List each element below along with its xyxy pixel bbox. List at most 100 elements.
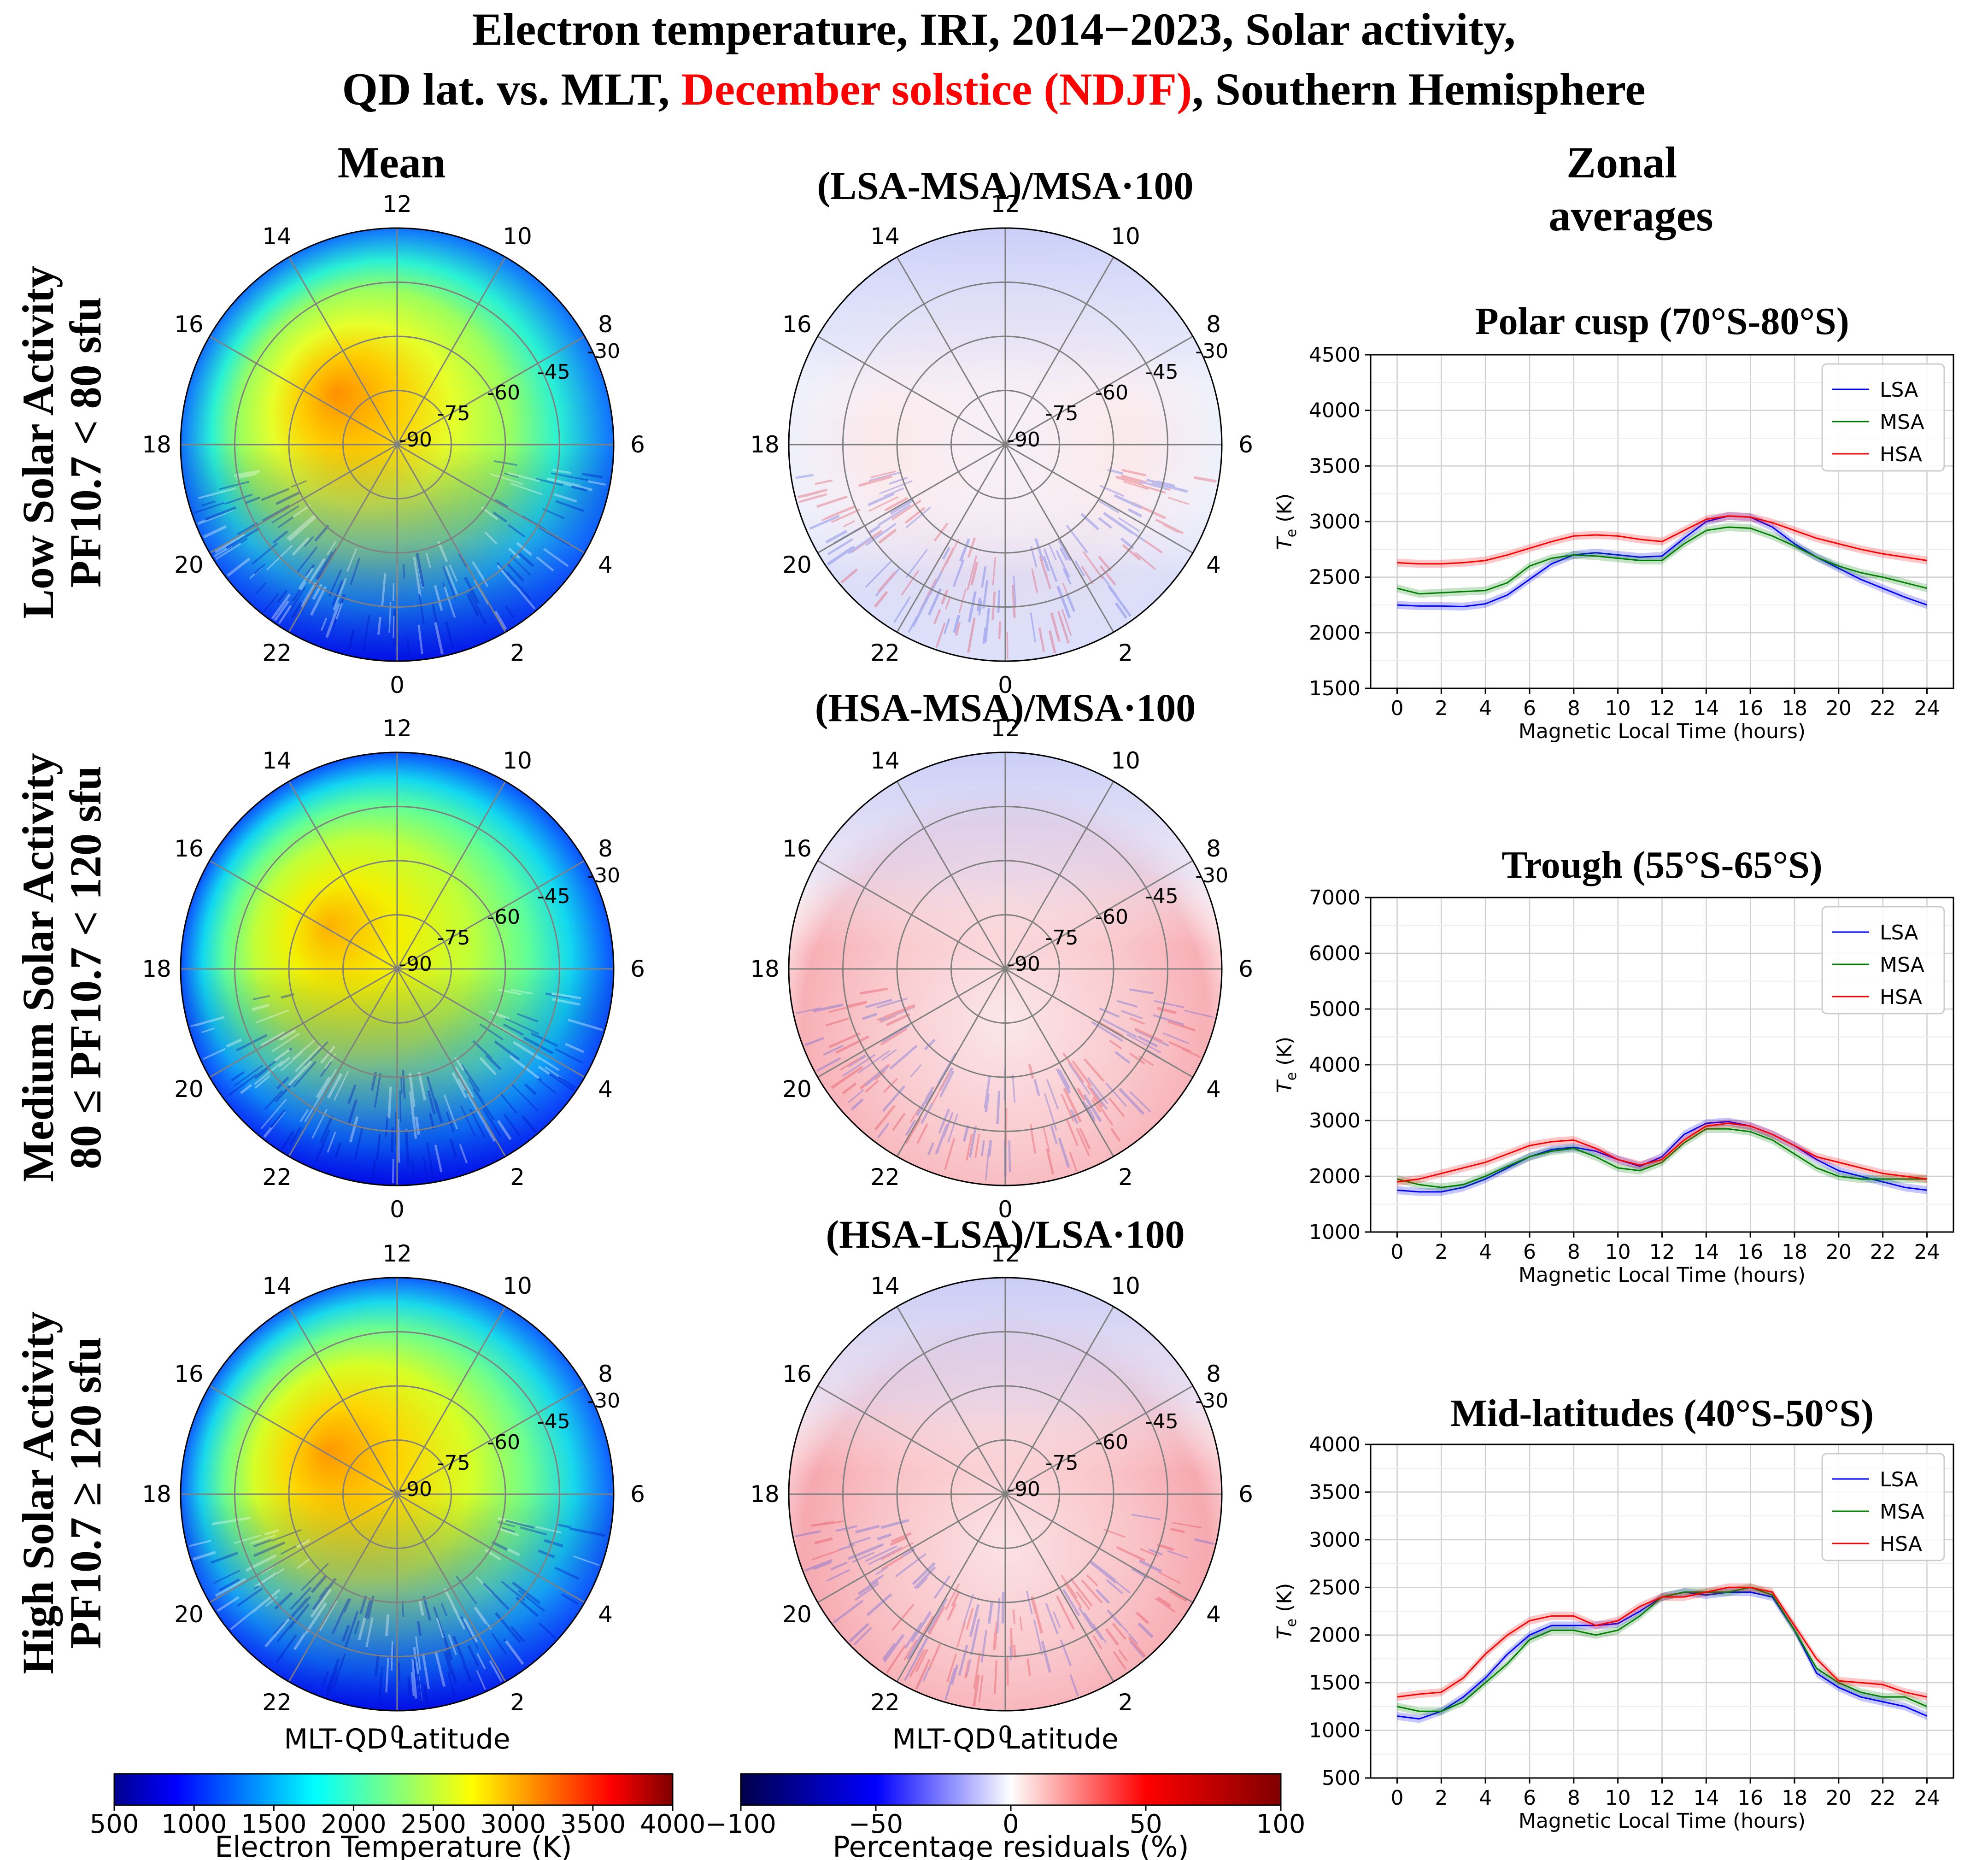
polar-mlt-label: 14 [262, 747, 292, 774]
zonal-average-charts: Polar cusp (70°S-80°S)0 2 4 6 8 10 12 14 16 18 20 2… [1273, 300, 1954, 1833]
series-line-hsa [1397, 515, 1927, 565]
polar-mlt-label: 6 [1238, 956, 1253, 982]
x-tick-label: 2 [1435, 1786, 1448, 1810]
polar-mlt-label: 12 [991, 191, 1020, 217]
y-tick-label: 2500 [1309, 1576, 1361, 1599]
x-tick-label: 0 [1391, 1240, 1404, 1264]
x-tick-label: 18 [1782, 697, 1807, 720]
polar-mlt-label: 0 [998, 1196, 1013, 1223]
polar-mlt-label: 0 [390, 672, 405, 698]
y-tick-label: 3000 [1309, 510, 1361, 534]
y-tick-label: 2000 [1309, 1165, 1361, 1188]
polar-lat-label: -60 [1095, 381, 1128, 405]
legend-label: MSA [1880, 411, 1924, 434]
polar-mlt-label: 14 [870, 223, 900, 250]
polar-mlt-label: 14 [870, 1273, 900, 1299]
chart-title: Polar cusp (70°S-80°S) [1475, 300, 1849, 343]
polar-mlt-label: 22 [262, 1164, 292, 1191]
x-tick-label: 4 [1479, 697, 1492, 720]
colorbar-tick-label: 50 [1129, 1809, 1162, 1839]
polar-mlt-label: 22 [262, 1689, 292, 1716]
title-line-1: Electron temperature, IRI, 2014−2023, So… [472, 4, 1515, 55]
x-tick-label: 6 [1523, 1240, 1536, 1264]
colorbar-temperature-ticks: 500 1000 1500 2000 2500 3000 3500 4000 [90, 1805, 705, 1839]
polar-mlt-label: 22 [870, 640, 900, 666]
polar-lat-label: -75 [437, 402, 470, 425]
polar-mlt-label: 6 [630, 956, 645, 982]
colorbar-residuals-label: Percentage residuals (%) [833, 1830, 1189, 1860]
legend-label: MSA [1880, 953, 1924, 977]
axes-frame [1370, 1443, 1954, 1779]
polar-mlt-label: 6 [630, 431, 645, 458]
polar-mlt-label: 4 [1206, 1601, 1221, 1628]
y-tick-label: 4000 [1309, 1053, 1361, 1077]
row-label-low-2: PF10.7 < 80 sfu [61, 297, 110, 588]
polar-mlt-label: 10 [503, 747, 532, 774]
polar-mlt-label: 12 [382, 715, 412, 742]
polar-lat-label: -75 [437, 926, 470, 950]
colorbar-temperature-bar [113, 1773, 674, 1806]
polar-mlt-label: 18 [142, 956, 171, 982]
polar-mlt-label: 20 [782, 1076, 812, 1103]
colorbar-residuals-ticks: −100 −50 0 50 100 [705, 1805, 1305, 1839]
legend-box [1821, 906, 1945, 1015]
polar-lat-label: -60 [487, 1431, 520, 1454]
legend-label: HSA [1880, 1532, 1922, 1556]
x-tick-label: 4 [1479, 1240, 1492, 1264]
polar-border [788, 1277, 1223, 1712]
row-label-high-1: High Solar Activity [13, 1311, 63, 1674]
row-labels: Low Solar Activity PF10.7 < 80 sfu Mediu… [13, 266, 110, 1674]
polar-mlt-label: 10 [503, 223, 532, 250]
polar-mlt-label: 14 [262, 1273, 292, 1299]
polar-mlt-label: 10 [1111, 1273, 1140, 1299]
x-tick-label: 12 [1649, 1240, 1675, 1264]
polar-lat-label: -45 [1145, 885, 1179, 908]
x-tick-label: 20 [1826, 697, 1852, 720]
colorbar-tick-label: 2000 [321, 1809, 387, 1839]
polar-mlt-label: 14 [262, 223, 292, 250]
polar-grid-spoke [817, 1385, 1193, 1603]
colorbar-tick-label: 1000 [161, 1809, 227, 1839]
x-tick-label: 16 [1737, 1240, 1763, 1264]
header-hsa-lsa: (HSA-LSA)/LSA·100 [826, 1212, 1185, 1256]
polar-grid-spoke [209, 335, 585, 554]
colorbar-tick-label: 100 [1256, 1809, 1306, 1839]
column-headers: Mean (LSA-MSA)/MSA·100 (HSA-MSA)/MSA·100… [338, 138, 1713, 1256]
polar-mlt-label: 22 [870, 1164, 900, 1191]
polar-border [180, 751, 615, 1186]
polar-xlabel-mean: MLT-QD Latitude [284, 1723, 510, 1755]
y-tick-label: 4500 [1309, 343, 1361, 367]
polar-mlt-label: 8 [1206, 1361, 1221, 1387]
polar-lat-label: -75 [1045, 402, 1079, 425]
colorbar-tick-label: 3000 [480, 1809, 546, 1839]
header-zonal-2: averages [1548, 191, 1713, 240]
series-line-msa [1397, 1128, 1927, 1188]
polar-lat-label: -45 [1145, 1410, 1179, 1433]
row-label-high-2: PF10.7 ≥ 120 sfu [61, 1337, 110, 1649]
polar-texture [795, 469, 1217, 659]
polar-mlt-label: 4 [1206, 1076, 1221, 1103]
y-axis-label: Te (K) [1273, 1037, 1300, 1093]
line-chart-3: Mid-latitudes (40°S-50°S)0 2 4 6 8 10 12 14 16 18… [1273, 1392, 1954, 1833]
header-mean: Mean [338, 138, 446, 187]
polar-grid-spoke [817, 860, 1193, 1078]
polar-lat-label: -90 [399, 952, 432, 976]
polar-mlt-label: 16 [174, 311, 204, 338]
polar-mlt-label: 2 [510, 1689, 525, 1716]
polar-mlt-label: 8 [598, 1361, 613, 1387]
y-tick-label: 3500 [1309, 454, 1361, 478]
legend-box [1821, 1453, 1945, 1561]
x-tick-label: 2 [1435, 697, 1448, 720]
colorbar-tick-label: 3500 [560, 1809, 626, 1839]
series-band-msa [1397, 1125, 1927, 1191]
row-label-low-1: Low Solar Activity [13, 266, 63, 619]
polar-texture [795, 987, 1214, 1181]
polar-mlt-label: 8 [1206, 835, 1221, 862]
polar-lat-label: -60 [1095, 1431, 1128, 1454]
polar-mlt-label: 4 [598, 1076, 613, 1103]
y-tick-label: 1000 [1309, 1719, 1361, 1743]
x-tick-label: 24 [1914, 697, 1940, 720]
axes-frame [1370, 897, 1954, 1233]
row-label-medium-2: 80 ≤ PF10.7 < 120 sfu [61, 766, 110, 1169]
polar-lat-label: -30 [587, 340, 620, 363]
